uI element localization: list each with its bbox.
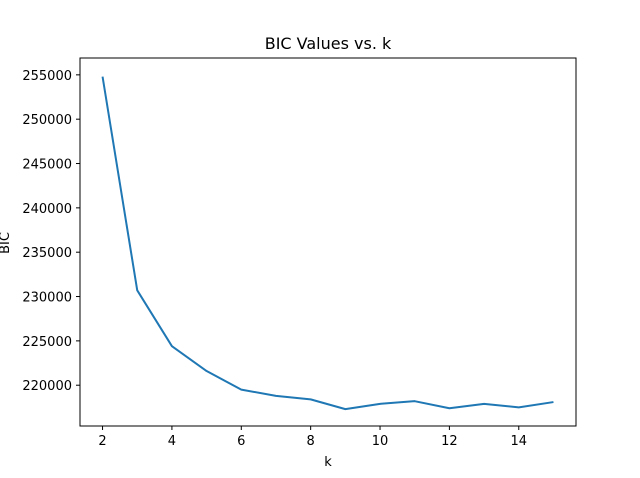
x-axis-ticks: 2 4 6 8 10 12 14 (98, 426, 527, 449)
chart-title: BIC Values vs. k (265, 34, 392, 53)
y-tick-label: 225000 (22, 335, 72, 350)
x-tick-label: 14 (510, 434, 527, 449)
y-tick-label: 255000 (22, 69, 72, 84)
plot-area-frame (79, 57, 577, 427)
y-tick-label: 240000 (22, 202, 72, 217)
y-tick-label: 220000 (22, 379, 72, 394)
y-axis-title: BIC (0, 232, 13, 254)
x-tick-label: 10 (372, 434, 389, 449)
x-axis-title: k (324, 455, 332, 470)
y-tick-label: 235000 (22, 246, 72, 261)
x-tick-label: 2 (98, 434, 106, 449)
x-tick-label: 8 (307, 434, 315, 449)
y-axis-ticks: 220000 225000 230000 235000 240000 245000 2500… (22, 69, 80, 394)
x-tick-label: 12 (441, 434, 458, 449)
series-layer (101, 76, 554, 411)
x-tick-label: 4 (168, 434, 176, 449)
y-tick-label: 230000 (22, 291, 72, 306)
series-line (101, 76, 554, 411)
y-tick-label: 245000 (22, 158, 72, 173)
y-tick-label: 250000 (22, 113, 72, 128)
x-tick-label: 6 (237, 434, 245, 449)
